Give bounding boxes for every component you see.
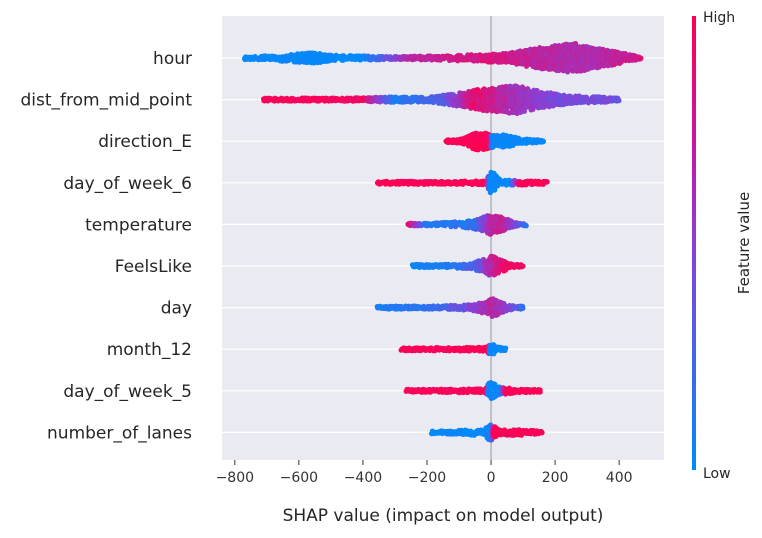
shap-point (638, 56, 643, 61)
shap-point (616, 98, 621, 103)
shap-point (520, 306, 525, 311)
shap-point (503, 346, 508, 351)
shap-point (541, 139, 546, 144)
shap-point (520, 264, 525, 269)
shap-point (524, 223, 529, 228)
shap-point (545, 179, 550, 184)
